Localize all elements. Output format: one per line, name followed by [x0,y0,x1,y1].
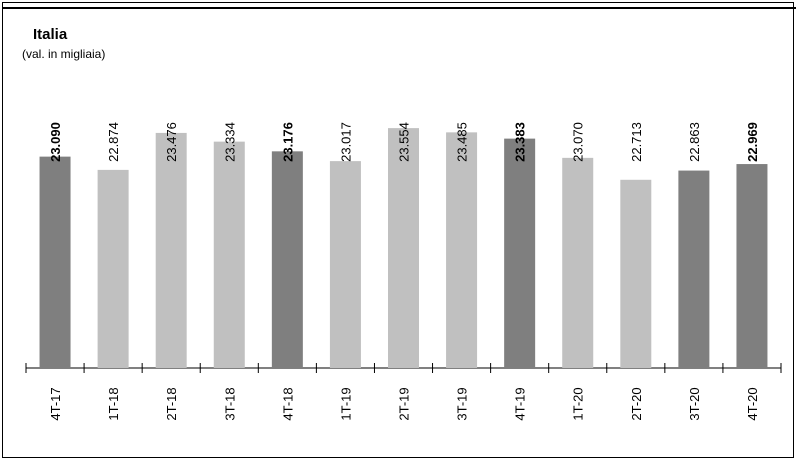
bar-2T-20 [620,179,652,368]
x-tick-label: 2T-20 [629,387,644,420]
bar-4T-19 [504,138,536,368]
bar-1T-20 [562,157,594,368]
value-label: 22.713 [629,122,644,162]
top-border [2,7,796,9]
value-label: 22.863 [687,122,702,162]
bar-1T-18 [97,169,129,368]
value-label: 23.090 [48,122,63,162]
x-tick-label: 3T-19 [455,387,470,420]
x-tick-label: 2T-19 [397,387,412,420]
bar-2T-18 [155,132,187,368]
x-tick-label: 4T-19 [513,387,528,420]
bar-4T-17 [39,156,71,368]
value-label: 23.554 [397,122,412,162]
bar-3T-18 [213,141,245,368]
bar-4T-20 [736,164,768,368]
x-tick-label: 1T-20 [571,387,586,420]
chart-subtitle: (val. in migliaia) [22,47,106,61]
value-label: 22.874 [106,122,121,162]
x-tick-label: 1T-19 [338,387,353,420]
value-label: 23.476 [164,122,179,162]
x-tick-label: 4T-17 [48,387,63,420]
value-label: 23.070 [571,122,586,162]
bar-2T-19 [388,128,419,368]
x-tick-label: 3T-18 [222,387,237,420]
value-label: 23.334 [222,122,237,162]
x-tick-label: 2T-18 [164,387,179,420]
bar-3T-20 [678,170,710,368]
bar-1T-19 [329,161,361,368]
value-label: 23.176 [280,122,295,162]
value-label: 23.485 [455,122,470,162]
value-label: 23.017 [338,122,353,162]
bar-4T-18 [271,151,303,368]
x-tick-label: 3T-20 [687,387,702,420]
x-tick-label: 4T-20 [745,387,760,420]
x-tick-label: 1T-18 [106,387,121,420]
value-label: 22.969 [745,122,760,162]
chart-title: Italia [33,26,68,43]
value-label: 23.383 [513,122,528,162]
bar-3T-19 [446,132,478,368]
x-tick-label: 4T-18 [280,387,295,420]
